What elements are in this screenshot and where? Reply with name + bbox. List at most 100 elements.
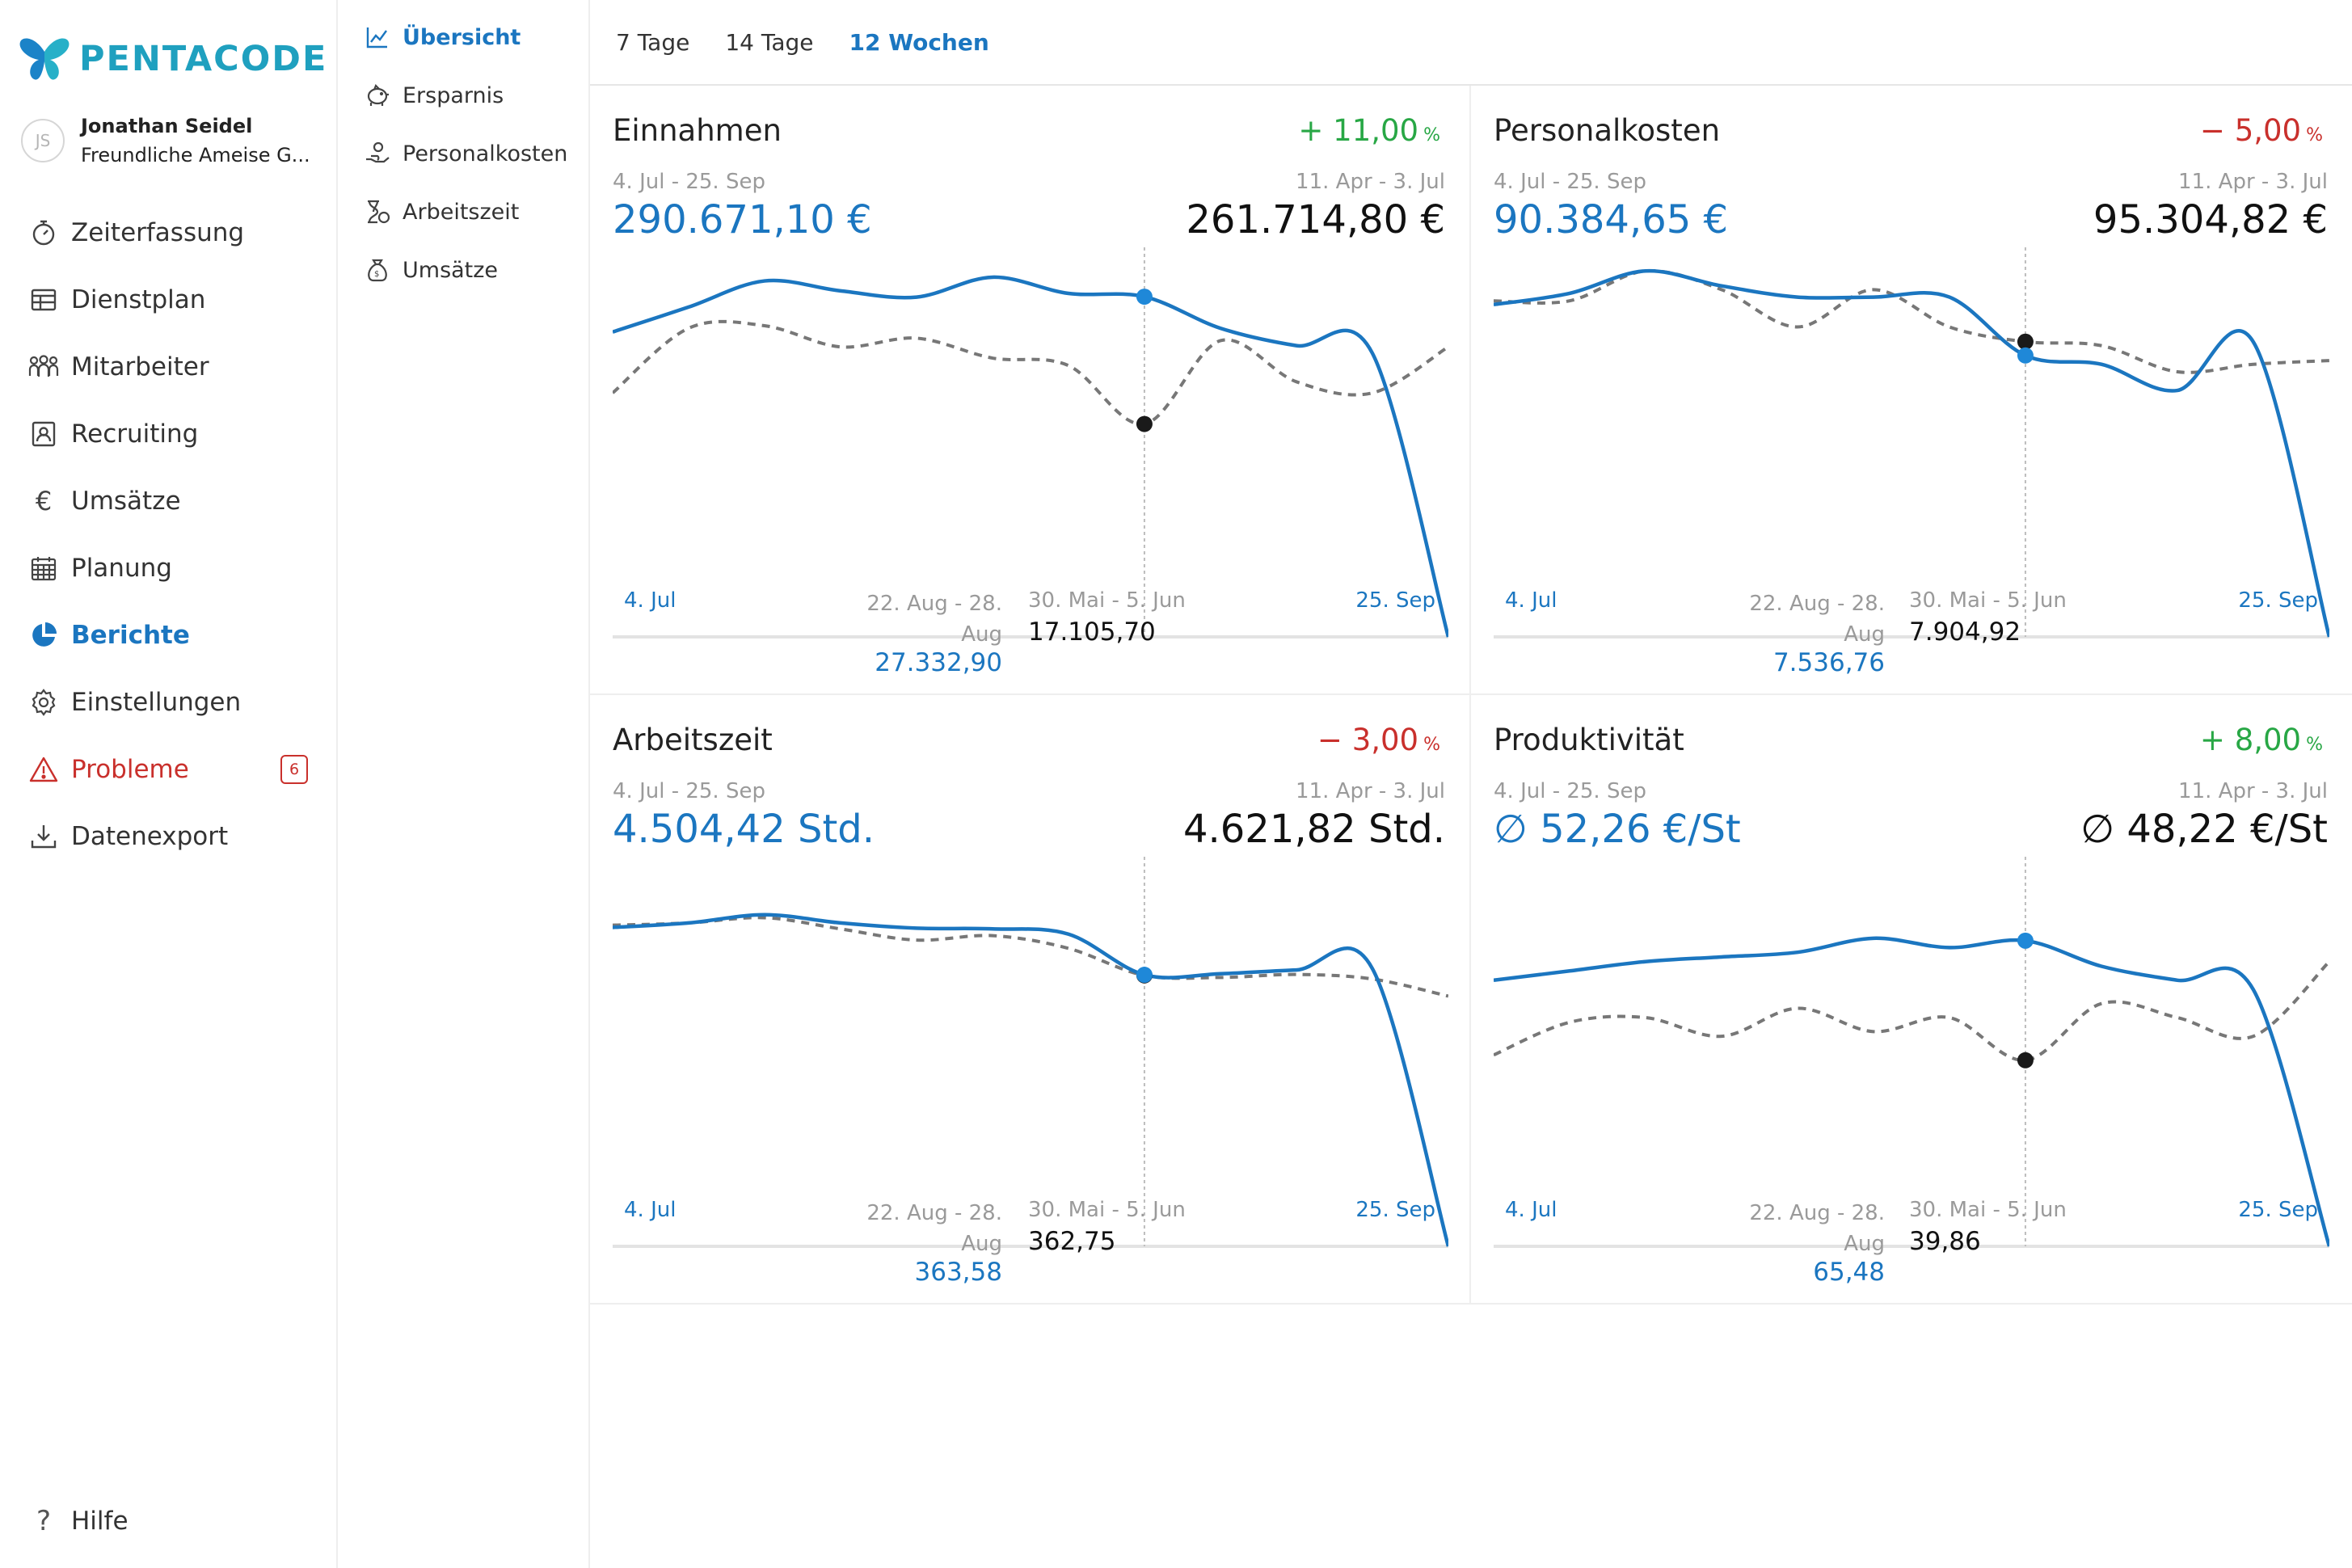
hover-point-previous (2017, 333, 2034, 350)
current-total: 4.504,42 Std. (613, 807, 875, 852)
subnav-item-label: Arbeitszeit (403, 199, 520, 225)
question-icon: ? (36, 1505, 52, 1537)
panel-title: Produktivität (1494, 723, 1684, 757)
series-line-previous (1494, 269, 2329, 374)
current-range: 4. Jul - 25. Sep (1494, 779, 1646, 803)
hourglass-euro-icon (364, 198, 391, 226)
change-unit: % (2306, 735, 2323, 755)
gear-icon (27, 686, 60, 719)
previous-total: 95.304,82 € (2093, 197, 2328, 242)
hover-current-value: 27.332,90 (875, 648, 1002, 677)
calendar-icon (27, 552, 60, 584)
subnav-item-label: Umsätze (403, 257, 499, 283)
nav-item-einstellungen[interactable]: Einstellungen (0, 668, 338, 736)
change-sign: + (2199, 723, 2225, 757)
hand-coin-icon (364, 140, 391, 167)
line-chart[interactable] (613, 247, 1448, 661)
subnav-item-ersparnis[interactable]: Ersparnis (338, 66, 588, 124)
series-line-current (1494, 268, 2329, 638)
change-indicator: + 8,00% (2200, 723, 2323, 757)
previous-total: 261.714,80 € (1186, 197, 1445, 242)
change-value: 3,00 (1351, 723, 1419, 757)
subnav-item-personalkosten[interactable]: Personalkosten (338, 124, 588, 183)
table-icon (27, 284, 60, 316)
previous-total: 4.621,82 Std. (1182, 807, 1445, 852)
change-indicator: + 11,00% (1298, 113, 1440, 148)
panel-title: Einnahmen (613, 113, 782, 148)
panel-title: Arbeitszeit (613, 723, 773, 757)
nav-item-label: Planung (71, 553, 172, 583)
nav-item-dienstplan[interactable]: Dienstplan (0, 266, 338, 333)
panel-personalkosten[interactable]: Personalkosten − 5,00% 4. Jul - 25. Sep … (1471, 86, 2352, 695)
panel-title: Personalkosten (1494, 113, 1721, 148)
x-axis-end-label: 25. Sep (1355, 588, 1435, 613)
tab-7-tage[interactable]: 7 Tage (616, 28, 690, 56)
current-total: ∅ 52,26 €/St (1494, 807, 1741, 852)
help-label: Hilfe (71, 1507, 129, 1536)
line-chart[interactable] (613, 857, 1448, 1271)
x-axis-end-label: 25. Sep (1355, 1198, 1435, 1222)
svg-text:$: $ (374, 270, 379, 279)
subnav-item-uebersicht[interactable]: Übersicht (338, 8, 588, 66)
subnav-item-arbeitszeit[interactable]: Arbeitszeit (338, 183, 588, 241)
nav-item-label: Recruiting (71, 419, 199, 449)
panel-arbeitszeit[interactable]: Arbeitszeit − 3,00% 4. Jul - 25. Sep 11.… (590, 695, 1471, 1305)
problem-count-badge: 6 (280, 755, 308, 784)
subnav-item-label: Übersicht (403, 24, 521, 50)
x-axis-end-label: 25. Sep (2238, 1198, 2318, 1222)
panel-produktivitaet[interactable]: Produktivität + 8,00% 4. Jul - 25. Sep 1… (1471, 695, 2352, 1305)
hover-previous-value: 7.904,92 (1909, 618, 2021, 647)
main-sidebar: PENTACODE JS Jonathan Seidel Freundliche… (0, 0, 338, 1568)
warning-icon (27, 753, 60, 786)
panel-einnahmen[interactable]: Einnahmen + 11,00% 4. Jul - 25. Sep 11. … (590, 86, 1471, 695)
user-name: Jonathan Seidel (81, 115, 253, 137)
nav-item-label: Einstellungen (71, 687, 242, 717)
nav-item-datenexport[interactable]: Datenexport (0, 803, 338, 870)
butterfly-logo-icon (19, 38, 70, 80)
series-line-previous (613, 916, 1448, 998)
tab-12-wochen[interactable]: 12 Wochen (849, 28, 989, 56)
id-card-icon (27, 418, 60, 450)
tab-14-tage[interactable]: 14 Tage (725, 28, 814, 56)
hover-previous-value: 362,75 (1028, 1227, 1116, 1256)
nav-item-mitarbeiter[interactable]: Mitarbeiter (0, 333, 338, 400)
change-unit: % (1423, 735, 1440, 755)
hover-current-label: 22. Aug - 28. Aug (1749, 1201, 1885, 1256)
help-link[interactable]: ? Hilfe (27, 1505, 129, 1537)
line-chart[interactable] (1494, 247, 2329, 661)
subnav-item-umsaetze[interactable]: $ Umsätze (338, 241, 588, 299)
subnav-item-label: Personalkosten (403, 141, 568, 166)
current-range: 4. Jul - 25. Sep (1494, 170, 1646, 194)
series-line-current (1494, 936, 2329, 1247)
x-axis-start-label: 4. Jul (1505, 588, 1557, 613)
hover-point-current (1136, 967, 1153, 984)
brand-name: PENTACODE (79, 39, 328, 79)
hover-current-value: 65,48 (1813, 1258, 1885, 1287)
x-axis-start-label: 4. Jul (1505, 1198, 1557, 1222)
series-line-current (613, 275, 1448, 638)
change-unit: % (2306, 125, 2323, 145)
brand-logo[interactable]: PENTACODE (18, 36, 327, 82)
nav-item-recruiting[interactable]: Recruiting (0, 400, 338, 467)
nav-item-zeiterfassung[interactable]: Zeiterfassung (0, 199, 338, 266)
users-icon (27, 351, 60, 383)
previous-range: 11. Apr - 3. Jul (1296, 779, 1445, 803)
hover-previous-label: 30. Mai - 5. Jun (1028, 1198, 1186, 1222)
nav-item-berichte[interactable]: Berichte (0, 601, 338, 668)
current-range: 4. Jul - 25. Sep (613, 170, 765, 194)
report-subnav: Übersicht Ersparnis Personalkosten Arbei… (338, 0, 590, 1568)
report-main: 7 Tage 14 Tage 12 Wochen Einnahmen + 11,… (590, 0, 2352, 1568)
series-line-previous (613, 319, 1448, 426)
subnav-item-label: Ersparnis (403, 82, 504, 108)
line-chart[interactable] (1494, 857, 2329, 1271)
hover-previous-label: 30. Mai - 5. Jun (1909, 1198, 2067, 1222)
user-profile[interactable]: JS Jonathan Seidel Freundliche Ameise G.… (21, 115, 310, 166)
nav-item-umsaetze[interactable]: € Umsätze (0, 467, 338, 534)
nav-item-probleme[interactable]: Probleme 6 (0, 736, 338, 803)
x-axis-end-label: 25. Sep (2238, 588, 2318, 613)
x-axis-start-label: 4. Jul (624, 1198, 677, 1222)
nav-item-planung[interactable]: Planung (0, 534, 338, 601)
series-line-current (613, 913, 1448, 1247)
x-axis-start-label: 4. Jul (624, 588, 677, 613)
